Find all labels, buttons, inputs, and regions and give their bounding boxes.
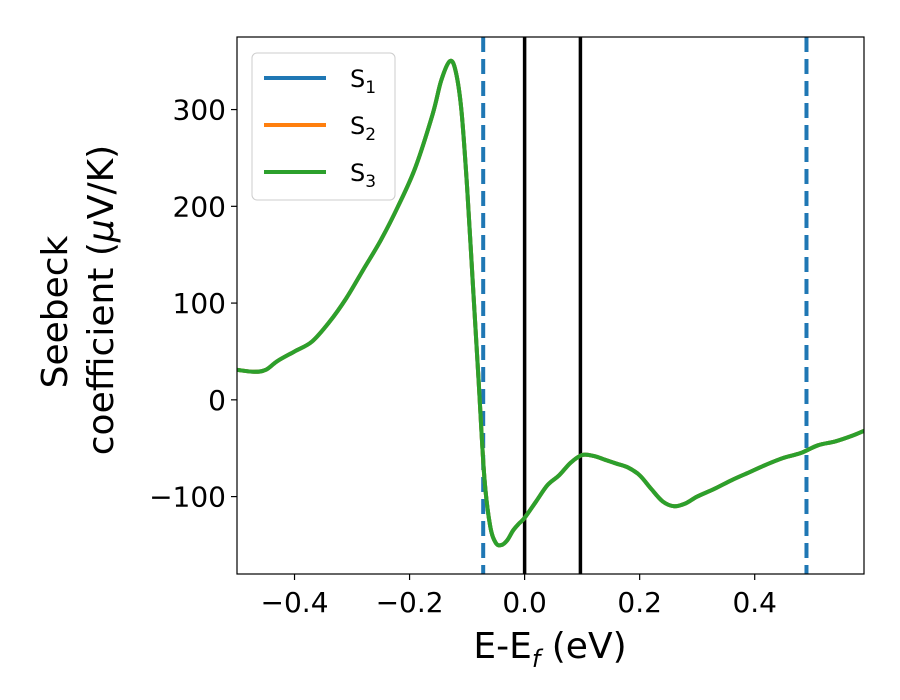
x-tick-label: 0.4	[732, 586, 777, 619]
y-tick-label: 200	[173, 190, 226, 223]
plot-frame	[236, 36, 865, 575]
y-tick-label: 0	[208, 384, 226, 417]
legend-label-s3: S3	[350, 159, 376, 192]
legend-label-s2: S2	[350, 112, 376, 145]
y-axis-title-line1: Seebeck	[35, 235, 76, 388]
legend-label-s1: S1	[350, 65, 376, 98]
reference-lines	[481, 37, 809, 574]
y-tick-label: −100	[149, 481, 226, 514]
x-axis-title: E-Ef (eV)	[473, 626, 626, 673]
series-line-s3	[237, 58, 864, 548]
x-tick-label: −0.2	[376, 586, 444, 619]
y-tick-label: 100	[173, 287, 226, 320]
legend: S1 S2 S3	[251, 52, 396, 201]
x-tick-label: 0.0	[502, 586, 547, 619]
x-tick-label: 0.2	[617, 586, 662, 619]
y-axis-title-line2: coefficient (μV/K)	[81, 145, 122, 455]
series-layer	[237, 58, 864, 548]
x-axis-ticks: −0.4 −0.2 0.0 0.2 0.4	[261, 574, 777, 619]
x-tick-label: −0.4	[261, 586, 329, 619]
y-axis-ticks: −100 0 100 200 300	[149, 94, 237, 514]
y-tick-label: 300	[173, 94, 226, 127]
